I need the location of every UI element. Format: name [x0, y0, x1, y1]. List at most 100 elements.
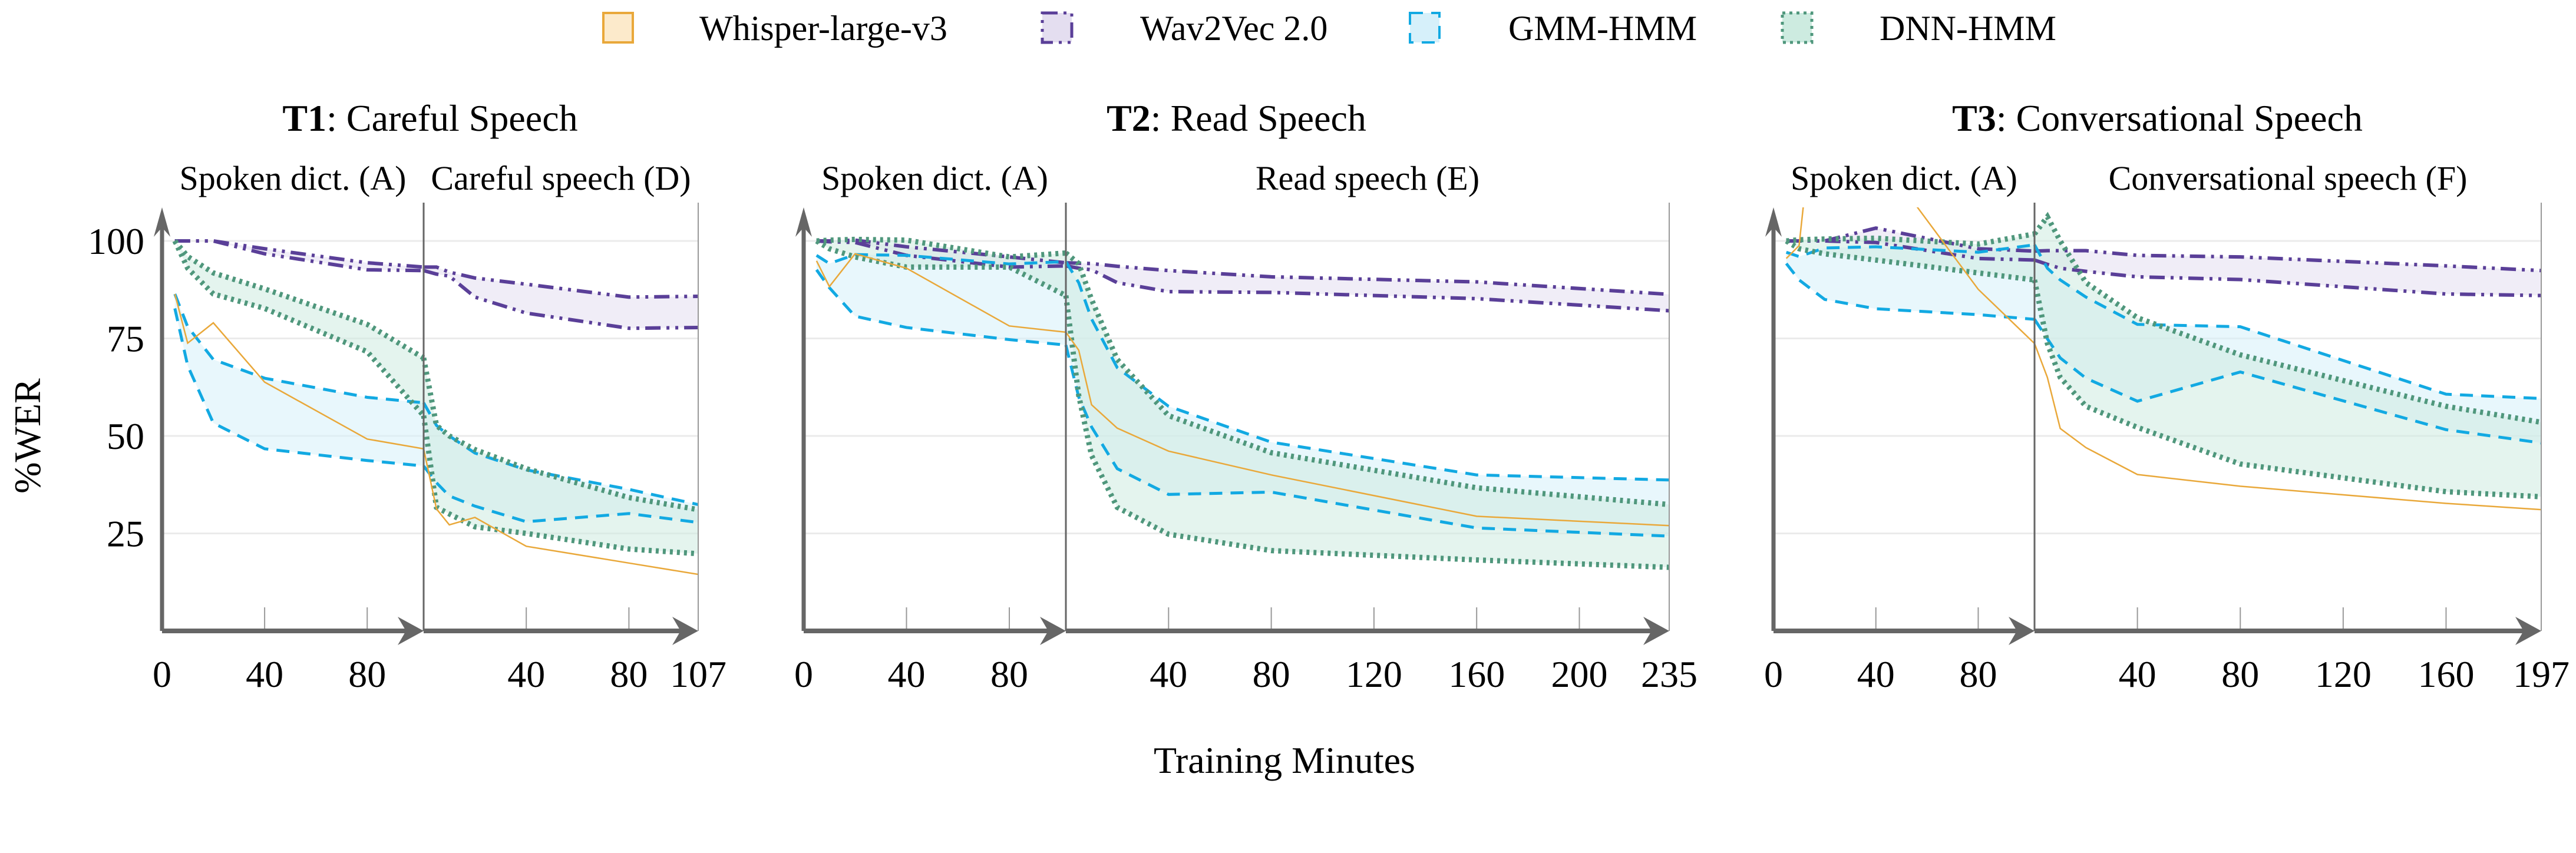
x-tick-label: 120	[1346, 653, 1402, 695]
y-tick-label: 25	[107, 513, 144, 555]
x-tick-label: 235	[1641, 653, 1697, 695]
y-tick-label: 50	[107, 415, 144, 457]
dnn-band	[2035, 216, 2541, 497]
y-axis-arrow-icon	[154, 207, 170, 237]
dnn-band	[816, 239, 1066, 296]
legend-swatch-gmm	[1409, 12, 1441, 44]
y-tick-label: 100	[88, 220, 144, 262]
phase-plot	[1785, 207, 2035, 345]
legend-item-wav2vec: Wav2Vec 2.0	[1041, 9, 1327, 48]
dnn-band	[174, 241, 424, 416]
x-tick-label: 197	[2513, 653, 2570, 695]
dnn-lower-line	[2032, 279, 2541, 500]
gmm-lower-line	[1064, 345, 1669, 538]
wav2vec-band	[1066, 263, 1669, 311]
x-tick-label: 40	[1857, 653, 1895, 695]
panel-title: T3: Conversational Speech	[1952, 97, 2363, 139]
panel-title: T2: Read Speech	[1107, 97, 1366, 139]
phase-label: Spoken dict. (A)	[1791, 159, 2017, 197]
whisper-line	[1785, 207, 2035, 345]
x-tick-label: 0	[1764, 653, 1783, 695]
legend-label: Wav2Vec 2.0	[1140, 9, 1327, 48]
legend-swatch-whisper	[602, 12, 634, 44]
legend: Whisper-large-v3 Wav2Vec 2.0 GMM-HMM DNN-HM…	[602, 9, 2056, 48]
x-axis-arrow-icon	[2515, 617, 2541, 645]
wav2vec-band	[424, 267, 698, 329]
legend-label: GMM-HMM	[1508, 9, 1697, 48]
x-tick-label: 80	[1253, 653, 1290, 695]
x-axis-arrow-icon	[1643, 617, 1669, 645]
dnn-lower-line	[1063, 295, 1669, 570]
x-axis-arrow-icon	[398, 617, 424, 645]
gmm-upper-line	[173, 293, 424, 405]
panel-title-text: : Careful Speech	[326, 97, 578, 139]
x-tick-label: 160	[2418, 653, 2474, 695]
gmm-lower-line	[422, 465, 698, 524]
x-tick-label: 40	[507, 653, 545, 695]
wav2vec-band	[174, 241, 424, 271]
gmm-upper-line	[1785, 243, 2035, 259]
gmm-upper-line	[422, 402, 698, 506]
phase-plot	[421, 265, 698, 576]
dnn-upper-line	[173, 239, 425, 361]
dnn-lower-line	[1785, 239, 2035, 283]
x-tick-label: 0	[794, 653, 813, 695]
x-tick-label: 0	[153, 653, 171, 695]
x-tick-label: 40	[1150, 653, 1187, 695]
panel-title: T1: Careful Speech	[282, 97, 577, 139]
dnn-lower-line	[815, 239, 1068, 298]
dnn-upper-line	[1064, 251, 1669, 507]
legend-item-whisper: Whisper-large-v3	[602, 9, 947, 48]
x-axis-arrow-icon	[1040, 617, 1066, 645]
x-axis-arrow-icon	[2009, 617, 2035, 645]
dnn-band	[424, 358, 698, 554]
wav2vec-band	[2035, 250, 2541, 296]
whisper-line	[422, 448, 698, 576]
phase-plot	[172, 239, 426, 468]
x-tick-label: 80	[348, 653, 386, 695]
phase-label: Conversational speech (F)	[2109, 159, 2468, 197]
x-tick-label: 40	[246, 653, 283, 695]
gmm-lower-line	[173, 308, 424, 468]
y-axis-arrow-icon	[795, 207, 812, 237]
dnn-lower-line	[172, 240, 426, 418]
phase-label: Spoken dict. (A)	[821, 159, 1048, 197]
whisper-line	[2033, 343, 2541, 511]
wav2vec-lower-line	[816, 239, 1066, 269]
phase-label: Careful speech (D)	[431, 159, 691, 197]
legend-swatch-dnn	[1781, 11, 1814, 44]
x-tick-label: 80	[610, 653, 648, 695]
x-tick-label: 40	[2119, 653, 2156, 695]
panel-t3: T3: Conversational Speech Spoken dict. (A…	[1764, 97, 2570, 695]
wav2vec-lower-line	[1786, 239, 2035, 262]
dnn-upper-line	[2032, 211, 2541, 425]
wav2vec-lower-line	[2034, 258, 2541, 297]
phase-label: Spoken dict. (A)	[180, 159, 407, 197]
gmm-band	[174, 294, 424, 466]
panel-t1: T1: Careful Speech 25 50 75 100 Spoken dict. …	[88, 97, 726, 695]
wav2vec-upper-line	[174, 239, 424, 269]
whisper-line	[815, 253, 1066, 333]
legend-label: Whisper-large-v3	[699, 9, 947, 48]
x-tick-label: 80	[990, 653, 1028, 695]
dnn-upper-line	[421, 357, 698, 513]
panel-title-text: : Conversational Speech	[1996, 97, 2363, 139]
legend-item-dnn: DNN-HMM	[1781, 9, 2056, 48]
phase-label: Read speech (E)	[1256, 159, 1479, 197]
gmm-lower-line	[815, 269, 1066, 347]
dnn-band	[1066, 253, 1669, 568]
legend-item-gmm: GMM-HMM	[1409, 9, 1697, 48]
gmm-lower-line	[1785, 262, 2035, 321]
phase-plot	[2032, 211, 2541, 511]
panel-title-id: T3	[1952, 97, 1996, 139]
dnn-upper-line	[1786, 231, 2035, 247]
x-tick-label: 80	[2221, 653, 2259, 695]
x-tick-label: 40	[888, 653, 926, 695]
legend-swatch-wav2vec	[1041, 11, 1074, 44]
panel-title-id: T2	[1107, 97, 1151, 139]
x-tick-label: 80	[1959, 653, 1997, 695]
y-axis-arrow-icon	[1765, 207, 1782, 237]
y-tick-label: 75	[107, 318, 144, 360]
gmm-upper-line	[2033, 244, 2541, 400]
